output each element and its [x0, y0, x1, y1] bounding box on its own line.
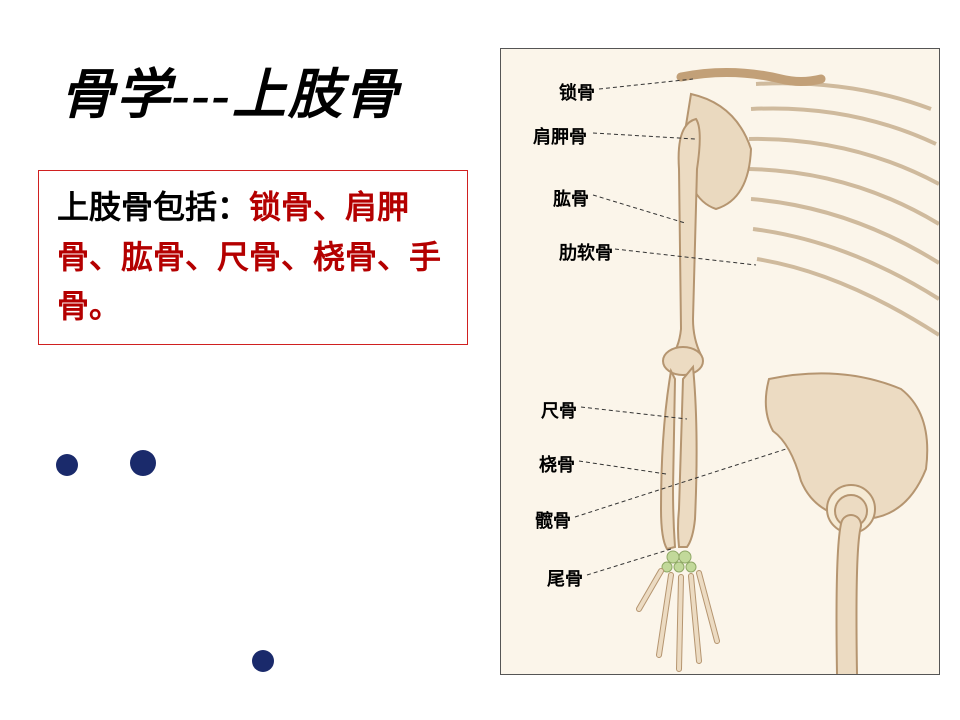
anatomy-label: 桡骨 [539, 451, 575, 477]
bullet-dot [130, 450, 156, 476]
page-title: 骨学---上肢骨 [60, 50, 400, 129]
anatomy-label: 肱骨 [553, 185, 589, 211]
anatomy-label: 肩胛骨 [533, 123, 587, 149]
anatomy-label: 锁骨 [559, 79, 595, 105]
anatomy-label: 尺骨 [541, 397, 577, 423]
anatomy-label: 髋骨 [535, 507, 571, 533]
description-box: 上肢骨包括：锁骨、肩胛骨、肱骨、尺骨、桡骨、手骨。 [38, 170, 468, 345]
anatomy-diagram: 锁骨肩胛骨肱骨肋软骨尺骨桡骨髋骨尾骨 [500, 48, 940, 675]
desc-prefix: 上肢骨包括： [57, 189, 249, 225]
bullet-dot [252, 650, 274, 672]
anatomy-label: 肋软骨 [559, 239, 613, 265]
bullet-dot [56, 454, 78, 476]
anatomy-label: 尾骨 [547, 565, 583, 591]
